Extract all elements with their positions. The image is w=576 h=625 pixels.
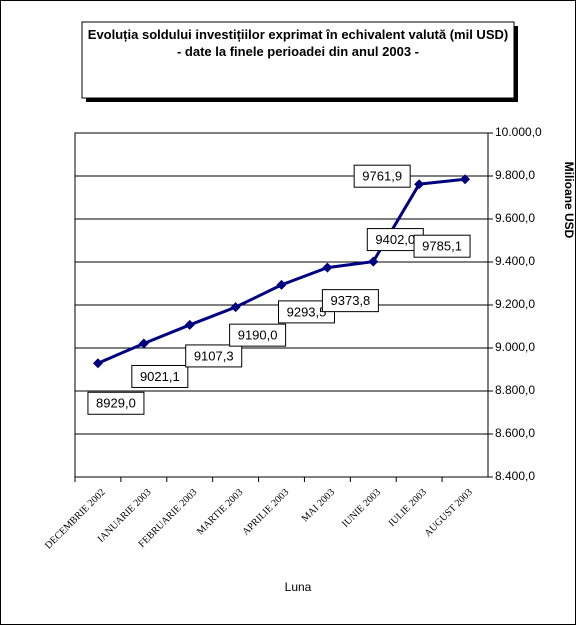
marker (322, 262, 333, 273)
y-tick-label: 10.000,0 (495, 125, 542, 139)
label-box (229, 323, 287, 347)
y-tick-label: 9.000,0 (495, 340, 535, 354)
label-box (321, 289, 379, 313)
marker (368, 256, 379, 267)
label-box (87, 391, 145, 415)
title-holder: Evoluția soldului investițiilor exprimat… (87, 27, 509, 59)
y-tick-label: 9.600,0 (495, 211, 535, 225)
y-tick-label: 8.600,0 (495, 426, 535, 440)
data-label: 9107,3 (194, 348, 234, 363)
marker (184, 319, 195, 330)
data-label: 9021,1 (140, 369, 180, 384)
chart-subtitle: - date la finele perioadei din anul 2003… (176, 44, 419, 59)
y-tick-label: 8.800,0 (495, 383, 535, 397)
y-tick-label: 9.200,0 (495, 297, 535, 311)
data-label: 9785,1 (422, 239, 462, 254)
y-tick-label: 9.800,0 (495, 168, 535, 182)
y-tick-label: 8.400,0 (495, 469, 535, 483)
marker (92, 358, 103, 369)
label-box (353, 164, 411, 188)
data-label: 8929,0 (96, 396, 136, 411)
marker (276, 279, 287, 290)
marker (230, 302, 241, 313)
x-axis-label: Luna (285, 580, 312, 594)
label-box (185, 344, 243, 368)
marker (460, 174, 471, 185)
label-box (413, 234, 471, 258)
data-label: 9190,0 (238, 328, 278, 343)
y-axis-label: Milioane USD (562, 162, 576, 239)
y-tick-label: 9.400,0 (495, 254, 535, 268)
title-box (81, 21, 515, 99)
marker (414, 179, 425, 190)
marker (138, 338, 149, 349)
data-label: 9293,5 (287, 304, 327, 319)
data-label: 9402,0 (375, 232, 415, 247)
data-label: 9761,9 (362, 169, 402, 184)
chart-title: Evoluția soldului investițiilor exprimat… (87, 27, 509, 42)
label-box (131, 364, 189, 388)
data-label: 9373,8 (331, 293, 371, 308)
